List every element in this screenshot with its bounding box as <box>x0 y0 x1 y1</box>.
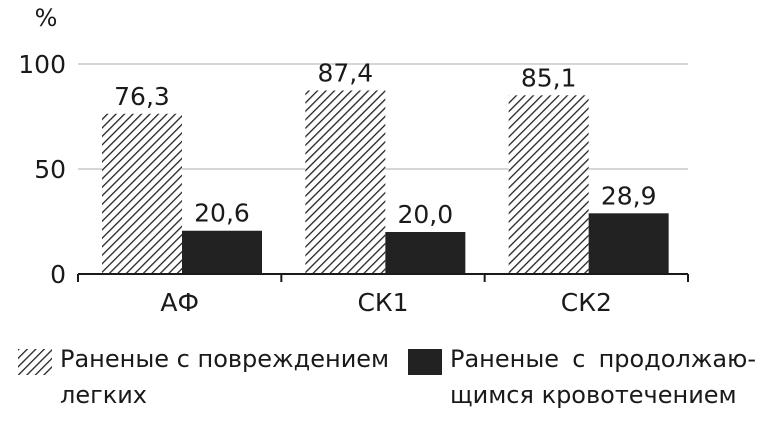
y-unit-label: % <box>35 4 58 32</box>
bar-bleeding <box>385 232 466 274</box>
data-label: 87,4 <box>317 58 373 87</box>
legend-swatch-solid <box>408 349 442 375</box>
bar-lung-injury <box>102 113 182 275</box>
legend-label-line2: щимся кровотечением <box>450 381 737 409</box>
x-category-label: СК2 <box>561 288 612 317</box>
data-label: 20,6 <box>194 199 250 228</box>
y-axis-ticks: 0 50 100 <box>18 50 66 289</box>
bar-lung-injury <box>305 90 386 275</box>
x-category-label: АФ <box>160 288 199 317</box>
bar-bleeding <box>588 213 669 274</box>
legend-label-line2: легких <box>60 381 148 409</box>
data-label: 85,1 <box>521 63 577 92</box>
bar-bleeding <box>182 230 262 274</box>
legend-item-bleeding: Раненые с продолжаю- щимся кровотечением <box>398 342 758 422</box>
legend-item-lung-injury: Раненые с повреждением легких <box>10 342 389 422</box>
data-label: 20,0 <box>397 200 453 229</box>
data-label: 76,3 <box>114 82 170 111</box>
x-axis: АФ СК1 СК2 <box>77 273 689 317</box>
y-tick-label: 50 <box>34 155 66 184</box>
legend-label-line1: Раненые с продолжаю- <box>450 345 756 373</box>
data-label: 28,9 <box>601 181 657 210</box>
legend-label-line1: Раненые с повреждением <box>60 345 390 373</box>
x-category-label: СК1 <box>357 288 408 317</box>
data-labels: 76,3 20,6 87,4 20,0 85,1 28,9 <box>114 58 656 229</box>
bars <box>102 90 669 275</box>
legend-swatch-hatched <box>18 349 52 375</box>
y-tick-label: 100 <box>18 50 66 79</box>
y-tick-label: 0 <box>50 260 66 289</box>
bar-lung-injury <box>508 95 589 274</box>
